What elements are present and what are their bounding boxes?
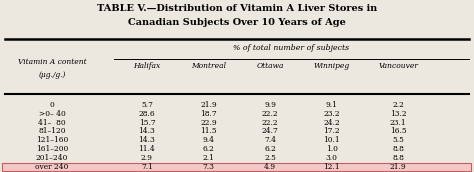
Text: 2.9: 2.9 — [141, 154, 153, 162]
Text: 22.9: 22.9 — [200, 119, 217, 127]
Text: Vitamin A content: Vitamin A content — [18, 58, 86, 66]
Text: Ottawa: Ottawa — [256, 62, 284, 70]
Text: 4.9: 4.9 — [264, 163, 276, 171]
Text: 7.1: 7.1 — [141, 163, 153, 171]
Text: 11.5: 11.5 — [200, 127, 217, 136]
Text: 6.2: 6.2 — [264, 145, 276, 153]
Text: 7.3: 7.3 — [202, 163, 215, 171]
Text: 5.5: 5.5 — [392, 136, 404, 144]
Text: TABLE V.—Distribution of Vitamin A Liver Stores in: TABLE V.—Distribution of Vitamin A Liver… — [97, 4, 377, 13]
Text: 2.2: 2.2 — [392, 101, 404, 109]
Text: 13.2: 13.2 — [390, 110, 407, 118]
Text: 9.1: 9.1 — [326, 101, 338, 109]
Text: 121–160: 121–160 — [36, 136, 68, 144]
Text: 11.4: 11.4 — [138, 145, 155, 153]
Text: 81–120: 81–120 — [38, 127, 66, 136]
Text: 14.3: 14.3 — [138, 127, 155, 136]
Text: 23.1: 23.1 — [390, 119, 407, 127]
Text: 18.7: 18.7 — [200, 110, 217, 118]
Text: 24.7: 24.7 — [262, 127, 279, 136]
Text: Halifax: Halifax — [133, 62, 161, 70]
Text: 1.0: 1.0 — [326, 145, 338, 153]
Text: 14.3: 14.3 — [138, 136, 155, 144]
Text: Canadian Subjects Over 10 Years of Age: Canadian Subjects Over 10 Years of Age — [128, 18, 346, 27]
Text: 23.2: 23.2 — [323, 110, 340, 118]
Text: 9.4: 9.4 — [202, 136, 215, 144]
Text: 28.6: 28.6 — [138, 110, 155, 118]
Text: 21.9: 21.9 — [390, 163, 407, 171]
Text: 17.2: 17.2 — [323, 127, 340, 136]
Text: 161–200: 161–200 — [36, 145, 68, 153]
Text: 41–  80: 41– 80 — [38, 119, 66, 127]
Text: 0: 0 — [50, 101, 55, 109]
Text: 22.2: 22.2 — [262, 119, 279, 127]
Text: 22.2: 22.2 — [262, 110, 279, 118]
Text: 10.1: 10.1 — [323, 136, 340, 144]
Text: 7.4: 7.4 — [264, 136, 276, 144]
Text: 8.8: 8.8 — [392, 145, 404, 153]
Text: 12.1: 12.1 — [323, 163, 340, 171]
Text: 8.8: 8.8 — [392, 154, 404, 162]
Text: 21.9: 21.9 — [200, 101, 217, 109]
Text: 3.0: 3.0 — [326, 154, 338, 162]
Text: >0– 40: >0– 40 — [39, 110, 65, 118]
Text: (μg./g.): (μg./g.) — [38, 71, 66, 79]
Text: over 240: over 240 — [36, 163, 69, 171]
Text: 15.7: 15.7 — [138, 119, 155, 127]
Bar — [2, 163, 471, 171]
Text: % of total number of subjects: % of total number of subjects — [234, 44, 349, 52]
Text: 6.2: 6.2 — [202, 145, 215, 153]
Text: 201–240: 201–240 — [36, 154, 68, 162]
Text: Vancouver: Vancouver — [378, 62, 418, 70]
Text: 5.7: 5.7 — [141, 101, 153, 109]
Text: 16.5: 16.5 — [390, 127, 407, 136]
Text: 2.5: 2.5 — [264, 154, 276, 162]
Text: Montreal: Montreal — [191, 62, 226, 70]
Text: 24.2: 24.2 — [323, 119, 340, 127]
Text: 9.9: 9.9 — [264, 101, 276, 109]
Text: Winnipeg: Winnipeg — [314, 62, 350, 70]
Text: 2.1: 2.1 — [202, 154, 215, 162]
